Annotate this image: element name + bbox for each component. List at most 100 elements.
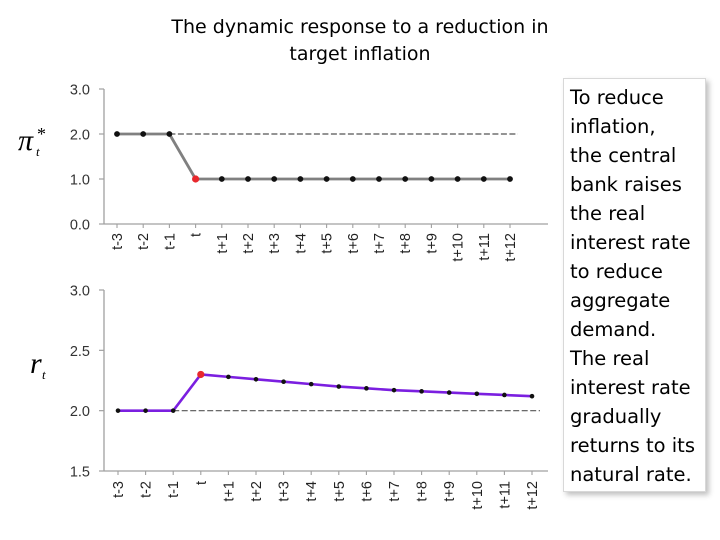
x-tick-label: t-3 bbox=[110, 233, 126, 250]
explanation-line: demand. bbox=[570, 318, 657, 341]
data-point bbox=[297, 176, 304, 182]
x-tick-label: t+3 bbox=[267, 233, 283, 254]
chart-title: The dynamic response to a reduction in t… bbox=[150, 14, 570, 68]
data-point bbox=[170, 408, 176, 413]
explanation-line: to reduce bbox=[570, 260, 663, 283]
y-axis-superscript: * bbox=[37, 124, 46, 144]
explanation-line: the real bbox=[570, 202, 646, 225]
explanation-line: To reduce bbox=[570, 86, 664, 109]
charts-area: 3.0 2.0 1.0 0.0 t-3 t-2 t-1 t t+1 t+2 t+3 t+4 t+5 t+6… bbox=[18, 83, 548, 510]
x-tick-label: t+1 bbox=[215, 233, 231, 254]
x-tick-label: t-1 bbox=[162, 233, 178, 250]
series-line bbox=[117, 132, 510, 181]
explanation-line: aggregate bbox=[570, 289, 671, 312]
x-tick-label: t bbox=[194, 481, 210, 485]
y-tick-label: 3.0 bbox=[70, 83, 90, 99]
data-point bbox=[474, 391, 480, 397]
data-point bbox=[364, 386, 369, 391]
data-point bbox=[349, 176, 356, 182]
x-tick-label: t-1 bbox=[166, 481, 182, 498]
x-tick-label: t+4 bbox=[293, 233, 309, 254]
x-tick-label: t+4 bbox=[304, 481, 320, 502]
data-point bbox=[502, 392, 507, 398]
highlight-point bbox=[192, 175, 200, 183]
explanation-line: the central bbox=[570, 144, 677, 167]
data-point bbox=[454, 176, 461, 182]
x-tick-label: t+11 bbox=[477, 233, 493, 261]
y-tick-label: 2.0 bbox=[70, 128, 90, 144]
x-tick-label: t+10 bbox=[451, 233, 467, 262]
x-tick-label: t+10 bbox=[470, 481, 486, 510]
x-tick-label: t+9 bbox=[442, 481, 458, 502]
x-tick-label: t-3 bbox=[111, 481, 127, 498]
data-point bbox=[143, 408, 148, 413]
data-point bbox=[428, 176, 435, 182]
data-point bbox=[281, 379, 286, 385]
x-tick-label: t+2 bbox=[241, 233, 257, 254]
data-point bbox=[226, 374, 231, 380]
x-tick-label: t+5 bbox=[320, 233, 336, 254]
data-point bbox=[114, 131, 120, 137]
data-point bbox=[245, 176, 251, 182]
y-tick-label: 1.0 bbox=[70, 173, 90, 189]
y-tick-label: 3.0 bbox=[70, 284, 90, 300]
y-axis-subscript: t bbox=[36, 144, 40, 159]
explanation-line: interest rate bbox=[570, 376, 691, 399]
explanation-line: returns to its bbox=[570, 434, 695, 457]
explanation-line: bank raises bbox=[570, 173, 682, 196]
y-axis-subscript: t bbox=[42, 367, 46, 382]
data-point bbox=[140, 131, 147, 137]
chart-panel-1: 3.0 2.0 1.0 0.0 t-3 t-2 t-1 t t+1 t+2 t+3 t+4 t+5 t+6… bbox=[18, 83, 548, 262]
data-point bbox=[323, 176, 330, 182]
x-tick-label: t+6 bbox=[359, 481, 375, 502]
x-tick-label: t+2 bbox=[249, 481, 265, 502]
explanation-line: natural rate. bbox=[570, 463, 692, 486]
data-point bbox=[446, 390, 452, 395]
data-point bbox=[480, 176, 487, 182]
chart-panel-2: 3.0 2.5 2.0 1.5 t-3 t-2 t-1 t t+1 t+2 t+3 t+4 t+5 t+6… bbox=[30, 284, 548, 510]
x-tick-label: t-2 bbox=[136, 233, 152, 250]
data-point bbox=[376, 176, 382, 182]
x-tick-label: t+9 bbox=[424, 233, 440, 254]
x-tick-label: t+7 bbox=[387, 481, 403, 502]
data-point bbox=[529, 393, 535, 399]
y-axis-symbol: π bbox=[18, 124, 34, 157]
x-tick-label: t-2 bbox=[139, 481, 155, 498]
x-tick-label: t+12 bbox=[503, 233, 519, 262]
y-tick-label: 2.5 bbox=[70, 344, 90, 360]
highlight-point bbox=[197, 370, 205, 379]
explanation-line: The real bbox=[570, 347, 650, 370]
x-tick-label: t+7 bbox=[372, 233, 388, 254]
data-point bbox=[391, 387, 397, 393]
data-point bbox=[419, 389, 424, 394]
chart-title-line-1: The dynamic response to a reduction in bbox=[171, 16, 549, 38]
series-line bbox=[118, 373, 533, 412]
x-tick-label: t+8 bbox=[398, 233, 414, 254]
explanation-line: gradually bbox=[570, 405, 662, 428]
explanation-line: interest rate bbox=[570, 231, 691, 254]
explanation-box: To reduce inflation, the central bank raise… bbox=[563, 78, 706, 492]
data-point bbox=[253, 376, 259, 382]
y-tick-label: 1.5 bbox=[70, 465, 90, 481]
x-tick-label: t+3 bbox=[277, 481, 293, 502]
chart-title-line-2: target inflation bbox=[289, 43, 431, 65]
explanation-line: inflation, bbox=[570, 115, 656, 138]
x-tick-label: t+12 bbox=[525, 481, 541, 510]
data-point bbox=[166, 131, 173, 137]
data-point bbox=[507, 176, 513, 182]
x-tick-label: t+6 bbox=[346, 233, 362, 254]
y-tick-label: 2.0 bbox=[70, 404, 90, 420]
data-point bbox=[402, 176, 409, 182]
x-tick-label: t+11 bbox=[497, 481, 513, 509]
x-tick-label: t bbox=[189, 233, 205, 237]
data-point bbox=[271, 176, 278, 182]
data-point bbox=[218, 176, 225, 182]
data-point bbox=[115, 408, 121, 413]
y-tick-label: 0.0 bbox=[70, 218, 90, 234]
data-point bbox=[336, 384, 342, 389]
x-tick-label: t+1 bbox=[221, 481, 237, 502]
y-axis-symbol: r bbox=[30, 347, 42, 380]
data-point bbox=[308, 381, 314, 387]
x-tick-label: t+8 bbox=[415, 481, 431, 502]
x-tick-label: t+5 bbox=[332, 481, 348, 502]
